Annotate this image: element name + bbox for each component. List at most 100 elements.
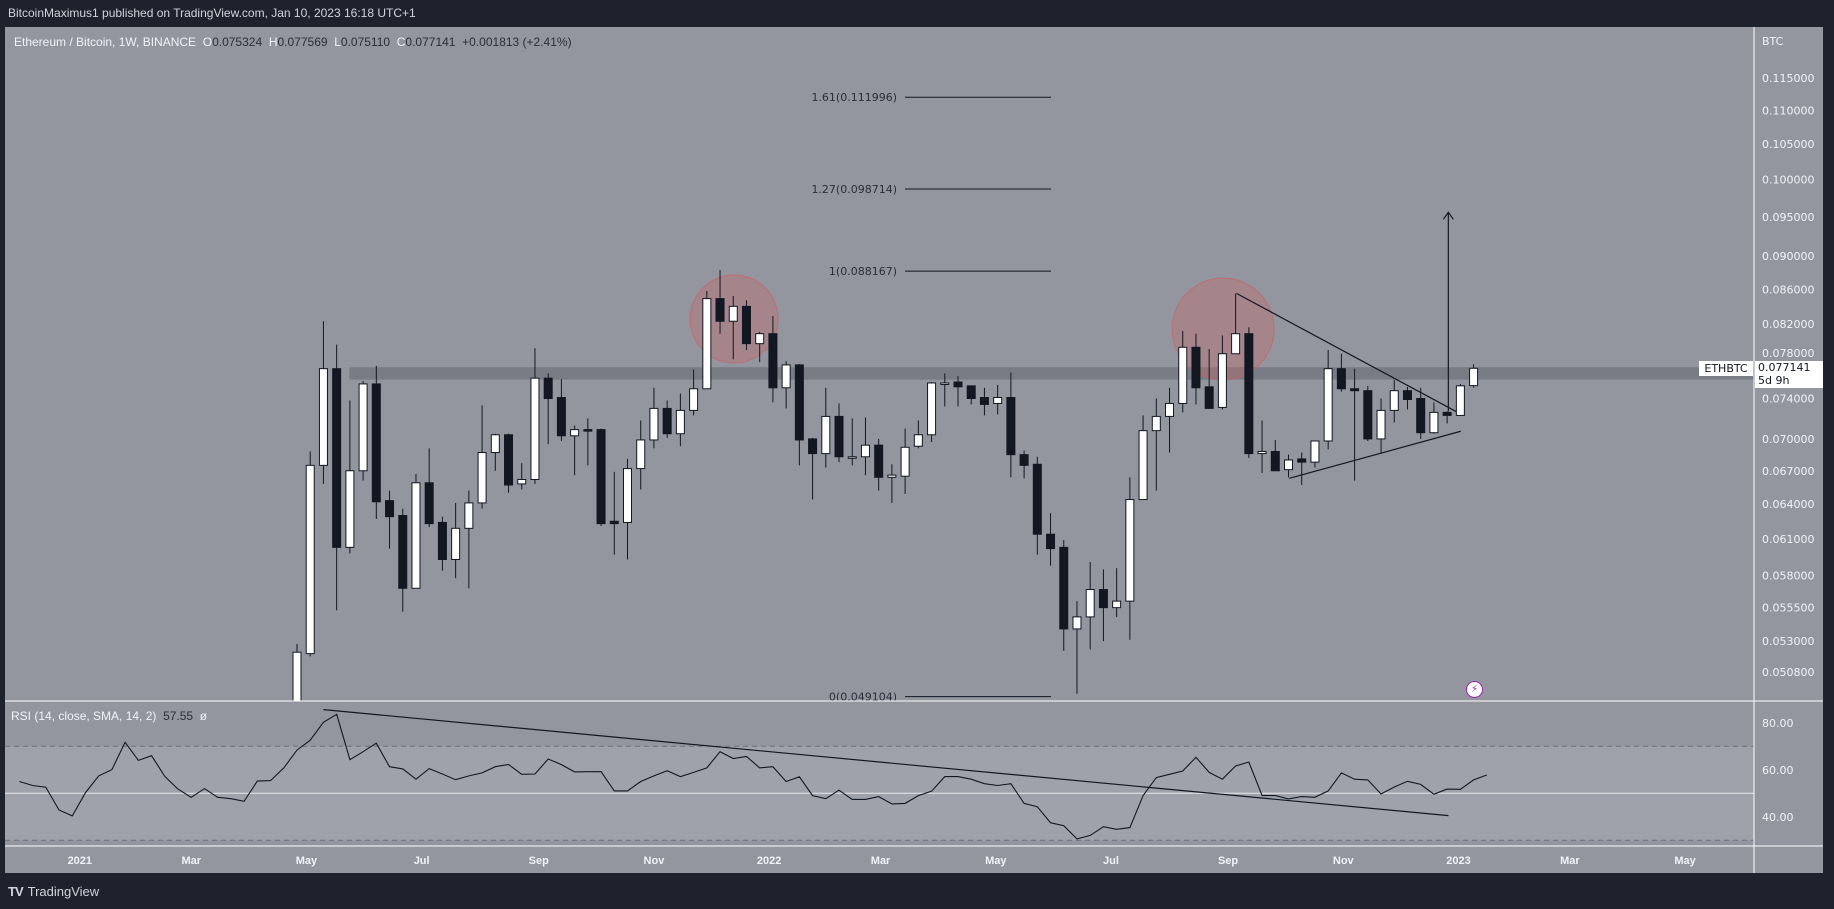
candle	[1231, 293, 1241, 355]
candle	[1059, 540, 1069, 651]
close-label: C	[396, 35, 406, 49]
price-tick-label: 0.058000	[1762, 570, 1815, 583]
candle	[398, 508, 408, 612]
price-tick-label: 0.061000	[1762, 533, 1815, 546]
price-tick-label: 0.067000	[1762, 465, 1815, 478]
candle	[1284, 454, 1293, 478]
candle-body-down	[662, 407, 672, 435]
candle	[1336, 353, 1346, 392]
rsi-symbol: ø	[199, 709, 208, 723]
candle	[860, 417, 870, 476]
candle-body-up	[1217, 353, 1227, 408]
ethbtc-line-tag[interactable]: ETHBTC	[1699, 361, 1753, 376]
candle-body-up	[1257, 450, 1267, 455]
low-label: L	[334, 35, 341, 49]
candle-body-down	[953, 381, 963, 388]
candle	[649, 387, 659, 449]
candle	[1402, 386, 1412, 410]
candle-body-up	[993, 397, 1003, 404]
candle	[623, 458, 632, 560]
fib-level-label: 1.27(0.098714)	[811, 183, 897, 196]
price-tick-label: 0.050800	[1762, 666, 1815, 679]
rsi-tick-label: 60.00	[1762, 764, 1794, 777]
candle-body-down	[1416, 398, 1426, 434]
rsi-trendline	[323, 709, 1449, 817]
footer: TV TradingView	[8, 884, 99, 899]
candle	[966, 385, 976, 405]
price-pane: 1.61(0.111996) 1.27(0.098714) 1(0.088167) 0…	[292, 91, 1754, 704]
candle	[437, 516, 447, 571]
candle	[940, 373, 950, 407]
candle	[358, 381, 368, 481]
candle-body-up	[1429, 411, 1439, 434]
candle	[1191, 333, 1201, 405]
fib-level-label: 1(0.088167)	[829, 265, 897, 278]
symbol-title[interactable]: Ethereum / Bitcoin, 1W, BINANCE	[14, 35, 197, 49]
candle-body-up	[1376, 409, 1386, 440]
triangle-upper-line	[1236, 292, 1457, 413]
candle	[1442, 411, 1452, 424]
candle	[1429, 402, 1439, 434]
time-tick-label: May	[985, 855, 1007, 867]
candle	[1032, 456, 1042, 555]
candle	[504, 433, 514, 493]
time-tick-label: Jul	[414, 855, 430, 867]
candle-body-up	[1284, 459, 1293, 471]
main-pane[interactable]	[5, 27, 1823, 873]
price-tick-label: 0.070000	[1762, 433, 1815, 446]
candle	[1376, 398, 1386, 454]
candle-body-up	[1151, 415, 1161, 432]
candle	[900, 428, 910, 494]
candle	[913, 420, 923, 449]
high-label: H	[268, 35, 278, 49]
triangle-lower-line	[1289, 430, 1461, 479]
rsi-plot	[5, 709, 1754, 841]
candle-body-down	[543, 377, 553, 400]
footer-brand[interactable]: TradingView	[27, 884, 100, 899]
candle	[979, 387, 989, 416]
rsi-line	[19, 713, 1487, 840]
candle-body-down	[1019, 454, 1029, 466]
candle	[1363, 385, 1373, 441]
candle	[781, 361, 791, 409]
price-tick-label: 0.086000	[1762, 283, 1815, 296]
rsi-title[interactable]: RSI (14, close, SMA, 14, 2)	[11, 709, 157, 723]
candle-body-up	[927, 382, 937, 436]
candle	[477, 405, 487, 509]
fib-level-label: 0(0.049104)	[829, 691, 897, 704]
candle	[887, 464, 897, 503]
candle	[1469, 364, 1479, 388]
candle-body-up	[1469, 367, 1479, 387]
price-tick-label: 0.082000	[1762, 318, 1815, 331]
candle	[702, 290, 712, 390]
time-tick-label: 2021	[68, 855, 92, 867]
candle-body-down	[808, 438, 818, 455]
time-tick-label: Nov	[644, 855, 666, 867]
candle-body-up	[821, 415, 831, 455]
candle	[1297, 452, 1307, 485]
candle-body-down	[332, 368, 342, 548]
candle-body-down	[1006, 397, 1016, 456]
candle	[1178, 331, 1188, 413]
last-price-tag: 0.077141 5d 9h	[1755, 361, 1823, 388]
candle	[1112, 568, 1122, 617]
tradingview-logo-icon[interactable]: TV	[8, 884, 24, 899]
time-tick-label: 2023	[1446, 855, 1470, 867]
candle	[1072, 601, 1082, 694]
candle	[1389, 380, 1399, 423]
candle	[1138, 415, 1148, 501]
candle-body-up	[345, 470, 355, 548]
candle-body-up	[451, 527, 461, 561]
candle-body-up	[755, 333, 765, 345]
candle-body-down	[1204, 386, 1214, 409]
candle-body-down	[1363, 390, 1373, 440]
time-tick-label: May	[1674, 855, 1696, 867]
last-price: 0.077141	[1758, 361, 1811, 374]
candle-body-down	[1297, 458, 1307, 463]
candle	[834, 403, 844, 463]
candle-body-down	[1244, 333, 1254, 455]
lightning-icon[interactable]: ⚡	[1466, 681, 1483, 698]
candle	[1350, 368, 1360, 481]
candle-body-down	[715, 298, 725, 322]
